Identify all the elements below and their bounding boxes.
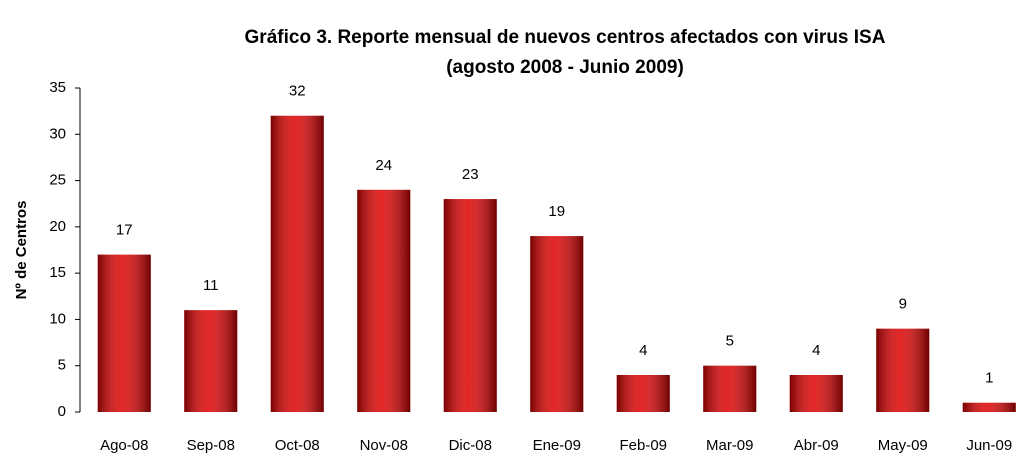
data-label: 24 bbox=[375, 157, 392, 174]
bar-shade bbox=[876, 328, 930, 412]
x-tick-label: May-09 bbox=[878, 437, 928, 454]
bar-shade bbox=[443, 199, 497, 412]
bar-shade bbox=[703, 365, 757, 412]
bar-shade bbox=[616, 374, 670, 412]
y-axis-label: Nº de Centros bbox=[13, 201, 30, 300]
y-tick-label: 25 bbox=[49, 172, 66, 189]
data-label: 17 bbox=[116, 222, 133, 239]
x-tick-label: Ene-09 bbox=[533, 437, 581, 454]
y-tick-label: 15 bbox=[49, 264, 66, 281]
y-tick-label: 5 bbox=[58, 357, 66, 374]
x-tick-label: Ago-08 bbox=[100, 437, 148, 454]
y-tick-label: 30 bbox=[49, 125, 66, 142]
y-tick-label: 20 bbox=[49, 218, 66, 235]
bar-shade bbox=[357, 189, 411, 412]
bar-shade bbox=[789, 374, 843, 412]
y-tick-label: 35 bbox=[49, 79, 66, 96]
chart-subtitle: (agosto 2008 - Junio 2009) bbox=[446, 57, 684, 78]
x-tick-label: Abr-09 bbox=[794, 437, 839, 454]
x-tick-label: Mar-09 bbox=[706, 437, 754, 454]
data-label: 19 bbox=[548, 203, 565, 220]
data-label: 11 bbox=[203, 277, 219, 294]
data-label: 4 bbox=[812, 342, 820, 359]
y-tick-label: 10 bbox=[49, 310, 66, 327]
chart-title: Gráfico 3. Reporte mensual de nuevos cen… bbox=[245, 27, 886, 48]
bar-shade bbox=[184, 310, 238, 412]
y-tick-label: 0 bbox=[58, 403, 66, 420]
x-tick-label: Dic-08 bbox=[449, 437, 492, 454]
bar-shade bbox=[97, 254, 151, 412]
data-label: 5 bbox=[726, 333, 734, 350]
x-tick-label: Oct-08 bbox=[275, 437, 320, 454]
x-tick-label: Feb-09 bbox=[619, 437, 667, 454]
bar-shade bbox=[530, 236, 584, 412]
data-label: 1 bbox=[985, 370, 993, 387]
x-tick-label: Jun-09 bbox=[966, 437, 1012, 454]
x-tick-label: Sep-08 bbox=[187, 437, 235, 454]
data-label: 9 bbox=[899, 296, 907, 313]
data-label: 23 bbox=[462, 166, 479, 183]
x-tick-label: Nov-08 bbox=[360, 437, 408, 454]
bar-shade bbox=[962, 402, 1016, 412]
data-label: 32 bbox=[289, 83, 306, 100]
data-label: 4 bbox=[639, 342, 647, 359]
bar-shade bbox=[270, 115, 324, 413]
